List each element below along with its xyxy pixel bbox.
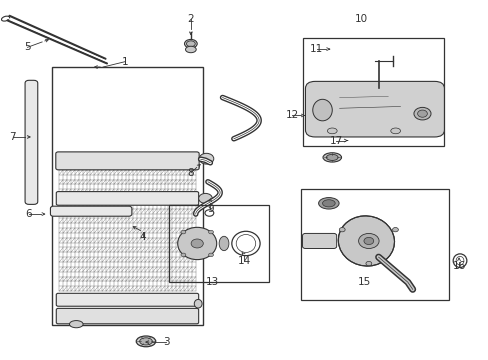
Text: 14: 14: [237, 256, 251, 266]
Text: 7: 7: [10, 132, 16, 142]
Ellipse shape: [339, 228, 345, 232]
Ellipse shape: [219, 236, 228, 251]
Bar: [303, 39, 444, 146]
Text: 9: 9: [206, 204, 213, 214]
Ellipse shape: [184, 40, 197, 48]
Text: 2: 2: [187, 14, 194, 24]
Text: 1: 1: [122, 57, 128, 67]
Ellipse shape: [140, 338, 152, 345]
FancyBboxPatch shape: [56, 152, 199, 170]
Text: 15: 15: [357, 277, 370, 287]
Ellipse shape: [323, 153, 341, 162]
FancyBboxPatch shape: [25, 80, 38, 204]
Ellipse shape: [208, 230, 213, 234]
Ellipse shape: [312, 99, 331, 121]
Text: 10: 10: [354, 14, 367, 24]
Ellipse shape: [208, 253, 213, 257]
Ellipse shape: [365, 261, 371, 266]
Ellipse shape: [390, 128, 400, 134]
Text: 16: 16: [451, 261, 465, 271]
Ellipse shape: [392, 228, 398, 232]
Bar: [168, 205, 268, 282]
FancyBboxPatch shape: [50, 206, 132, 216]
Ellipse shape: [327, 128, 336, 134]
Ellipse shape: [177, 227, 216, 260]
Ellipse shape: [186, 41, 195, 46]
FancyBboxPatch shape: [302, 233, 336, 248]
Text: 5: 5: [24, 42, 31, 52]
Text: 8: 8: [187, 168, 194, 178]
Ellipse shape: [318, 198, 338, 209]
Text: 13: 13: [206, 277, 219, 287]
Ellipse shape: [413, 107, 430, 120]
Ellipse shape: [199, 153, 213, 164]
Ellipse shape: [69, 320, 83, 328]
Text: 12: 12: [285, 111, 298, 121]
Ellipse shape: [198, 193, 212, 203]
Ellipse shape: [194, 300, 202, 308]
Ellipse shape: [417, 110, 427, 117]
Ellipse shape: [185, 46, 196, 53]
Text: 11: 11: [309, 44, 323, 54]
FancyBboxPatch shape: [56, 309, 198, 324]
FancyBboxPatch shape: [56, 192, 198, 205]
FancyBboxPatch shape: [305, 81, 444, 137]
Ellipse shape: [322, 200, 334, 207]
FancyBboxPatch shape: [56, 293, 198, 306]
Text: 4: 4: [140, 232, 146, 242]
Text: 6: 6: [25, 209, 32, 219]
Ellipse shape: [358, 233, 378, 248]
Ellipse shape: [136, 336, 156, 347]
Text: 17: 17: [329, 136, 342, 145]
Ellipse shape: [181, 230, 185, 234]
Bar: [300, 189, 448, 300]
Ellipse shape: [338, 216, 394, 266]
Ellipse shape: [181, 253, 185, 257]
Text: 3: 3: [163, 337, 169, 347]
Bar: [52, 67, 203, 325]
Ellipse shape: [191, 239, 203, 248]
Ellipse shape: [363, 237, 373, 244]
Ellipse shape: [326, 154, 337, 161]
